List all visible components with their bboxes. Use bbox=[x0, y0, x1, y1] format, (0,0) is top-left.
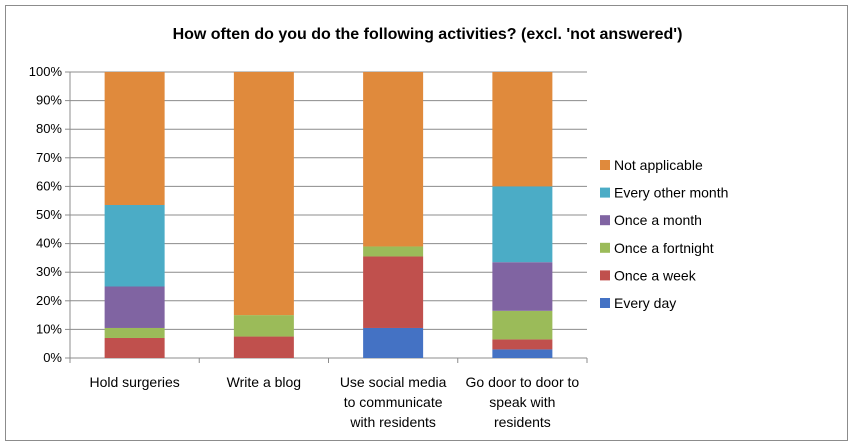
x-category-label: Write a blog bbox=[227, 374, 301, 390]
x-category-label: Hold surgeries bbox=[89, 374, 179, 390]
legend-item: Every other month bbox=[600, 185, 728, 201]
y-tick-label: 10% bbox=[36, 321, 62, 336]
bar-segment bbox=[104, 72, 165, 205]
bar-segment bbox=[363, 256, 424, 328]
bar-segment bbox=[363, 327, 424, 358]
bar-segment bbox=[233, 336, 294, 358]
legend-item: Once a week bbox=[600, 267, 697, 283]
y-tick-label: 60% bbox=[36, 178, 62, 193]
y-tick-label: 40% bbox=[36, 236, 62, 251]
bar-segment bbox=[492, 339, 553, 350]
legend-item: Every day bbox=[600, 295, 676, 311]
x-category-label: with residents bbox=[349, 414, 436, 430]
legend-swatch bbox=[600, 187, 610, 198]
bar-segment bbox=[363, 72, 424, 247]
legend-label: Every day bbox=[614, 295, 676, 311]
legend-swatch bbox=[600, 215, 610, 226]
bar-segment bbox=[104, 327, 165, 338]
legend-item: Once a month bbox=[600, 212, 702, 228]
bar-segment bbox=[363, 246, 424, 257]
legend-item: Not applicable bbox=[600, 157, 703, 173]
bar-segment bbox=[492, 186, 553, 263]
y-tick-label: 100% bbox=[29, 64, 63, 79]
bar-segment bbox=[104, 204, 165, 287]
legend-swatch bbox=[600, 270, 610, 281]
bar-segment bbox=[492, 262, 553, 311]
x-category-label: residents bbox=[494, 414, 551, 430]
bar-segment bbox=[104, 286, 165, 328]
y-tick-label: 30% bbox=[36, 264, 62, 279]
bar-segment bbox=[492, 349, 553, 358]
y-tick-label: 90% bbox=[36, 93, 62, 108]
chart-title: How often do you do the following activi… bbox=[172, 26, 683, 43]
bar-segment bbox=[233, 72, 294, 316]
y-tick-label: 70% bbox=[36, 150, 62, 165]
bar-segment bbox=[104, 337, 165, 358]
legend-label: Once a week bbox=[614, 267, 697, 283]
bar-segment bbox=[492, 72, 553, 187]
x-category-label: speak with bbox=[489, 394, 555, 410]
legend-item: Once a fortnight bbox=[600, 240, 714, 256]
legend-swatch bbox=[600, 298, 610, 308]
y-tick-label: 20% bbox=[36, 293, 62, 308]
x-category-label: Use social media bbox=[340, 374, 447, 390]
legend-label: Every other month bbox=[614, 185, 728, 201]
y-tick-label: 0% bbox=[43, 350, 62, 365]
legend-label: Once a fortnight bbox=[614, 240, 714, 256]
legend-swatch bbox=[600, 242, 610, 253]
x-category-label: Go door to door to bbox=[466, 374, 580, 390]
legend-label: Once a month bbox=[614, 212, 702, 228]
bar-segment bbox=[492, 310, 553, 340]
bar-segment bbox=[233, 315, 294, 337]
x-category-label: to communicate bbox=[344, 394, 443, 410]
y-tick-label: 80% bbox=[36, 121, 62, 136]
legend-swatch bbox=[600, 160, 610, 170]
legend-label: Not applicable bbox=[614, 157, 703, 173]
y-tick-label: 50% bbox=[36, 207, 62, 222]
